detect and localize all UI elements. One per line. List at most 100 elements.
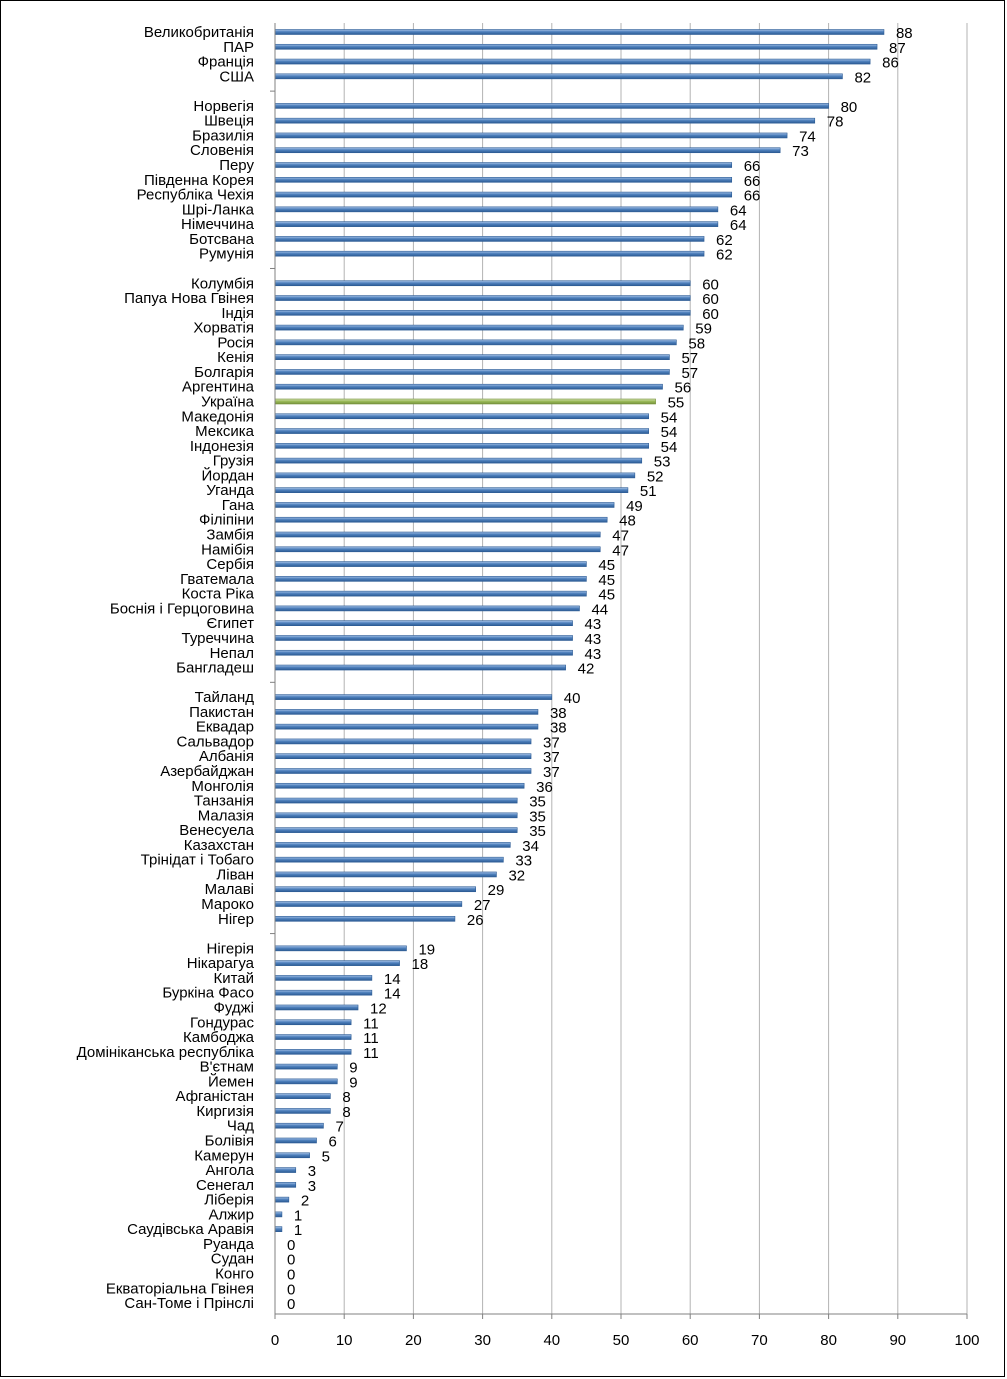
data-label: 80 bbox=[841, 99, 858, 116]
category-label: Камерун bbox=[194, 1147, 254, 1164]
data-label: 40 bbox=[564, 690, 581, 707]
category-label: Афганістан bbox=[176, 1088, 254, 1105]
bar bbox=[274, 1078, 338, 1085]
category-label: Нігер bbox=[218, 911, 254, 928]
data-label: 60 bbox=[702, 291, 719, 308]
bar bbox=[274, 945, 407, 952]
category-label: Аргентина bbox=[182, 379, 255, 396]
category-label: Швеція bbox=[204, 113, 254, 130]
x-tick-label: 100 bbox=[954, 1332, 979, 1349]
bar bbox=[274, 1004, 359, 1011]
category-label: Росія bbox=[217, 334, 254, 351]
category-label: Малаві bbox=[205, 881, 254, 898]
data-label: 1 bbox=[294, 1207, 302, 1224]
category-label: Тайланд bbox=[195, 689, 255, 706]
category-label: Україна bbox=[201, 394, 255, 411]
category-label: Коста Ріка bbox=[182, 586, 255, 603]
bar bbox=[274, 1034, 352, 1040]
bar bbox=[274, 324, 684, 331]
category-label: Малазія bbox=[198, 807, 254, 824]
data-label: 9 bbox=[349, 1074, 357, 1091]
bar bbox=[274, 975, 373, 981]
bar bbox=[274, 797, 518, 804]
bar bbox=[274, 236, 705, 242]
bar bbox=[274, 1019, 352, 1026]
category-label: Ботсвана bbox=[189, 231, 254, 248]
data-label: 0 bbox=[287, 1252, 295, 1269]
category-label: Румунія bbox=[199, 246, 254, 263]
data-label: 35 bbox=[529, 808, 546, 825]
category-label: Камбоджа bbox=[183, 1029, 255, 1046]
bar bbox=[274, 103, 829, 109]
data-label: 37 bbox=[543, 764, 560, 781]
bar bbox=[274, 590, 587, 597]
category-label: ПАР bbox=[223, 39, 254, 56]
x-tick-label: 90 bbox=[889, 1332, 906, 1349]
bar bbox=[274, 620, 573, 627]
data-label: 32 bbox=[508, 867, 525, 884]
category-label: США bbox=[219, 68, 254, 85]
bar bbox=[274, 1211, 283, 1218]
bar bbox=[274, 1137, 317, 1144]
data-label: 12 bbox=[370, 1000, 387, 1017]
bar bbox=[274, 664, 566, 671]
bar bbox=[274, 738, 532, 745]
bar bbox=[274, 457, 643, 464]
data-label: 34 bbox=[522, 838, 539, 855]
data-label: 48 bbox=[619, 513, 636, 530]
data-label: 14 bbox=[384, 986, 401, 1003]
x-axis-tick-labels: 0 10 20 30 40 50 60 70 80 90 100 bbox=[271, 1332, 980, 1349]
bar bbox=[274, 1093, 331, 1099]
category-label: Руанда bbox=[203, 1236, 255, 1253]
bar bbox=[274, 1167, 297, 1173]
bar bbox=[274, 1152, 310, 1159]
category-label: Алжир bbox=[208, 1206, 254, 1223]
data-label: 8 bbox=[342, 1104, 350, 1121]
data-label: 3 bbox=[308, 1163, 316, 1180]
category-label: Гондурас bbox=[190, 1014, 255, 1031]
x-tick-label: 80 bbox=[820, 1332, 837, 1349]
data-label: 47 bbox=[612, 542, 629, 559]
category-label: Республіка Чехія bbox=[137, 187, 254, 204]
category-label: Норвегія bbox=[193, 98, 254, 115]
bar bbox=[274, 768, 532, 774]
category-label: Саудівська Аравія bbox=[127, 1221, 254, 1238]
bar bbox=[274, 709, 539, 715]
category-label: Сербія bbox=[206, 556, 254, 573]
data-label: 38 bbox=[550, 705, 567, 722]
data-label: 43 bbox=[585, 631, 602, 648]
data-label: 64 bbox=[730, 217, 747, 234]
bars bbox=[274, 29, 885, 1232]
category-label: Перу bbox=[219, 157, 254, 174]
bar bbox=[274, 428, 649, 434]
data-label: 45 bbox=[598, 587, 615, 604]
category-label: Трінідат і Тобаго bbox=[141, 852, 254, 869]
bar bbox=[274, 73, 843, 80]
data-label: 66 bbox=[744, 188, 761, 205]
category-label: Гана bbox=[222, 497, 255, 514]
bar bbox=[274, 812, 518, 819]
category-label: Непал bbox=[210, 645, 254, 662]
data-label: 87 bbox=[889, 40, 906, 57]
bar bbox=[274, 310, 691, 316]
data-label: 0 bbox=[287, 1296, 295, 1313]
bar bbox=[274, 295, 691, 301]
bar bbox=[274, 635, 573, 641]
data-label: 26 bbox=[467, 912, 484, 929]
bar bbox=[274, 782, 525, 789]
data-label: 43 bbox=[585, 616, 602, 633]
bar bbox=[274, 694, 553, 700]
bar bbox=[274, 1049, 352, 1055]
data-label: 19 bbox=[418, 941, 435, 958]
category-label: Філіпіни bbox=[199, 512, 254, 529]
data-label: 73 bbox=[792, 143, 809, 160]
category-label: Шрі-Ланка bbox=[182, 201, 255, 218]
category-label: Ліван bbox=[216, 866, 254, 883]
x-tick-label: 0 bbox=[271, 1332, 279, 1349]
bar bbox=[274, 531, 601, 538]
data-label: 18 bbox=[412, 956, 429, 973]
category-label: Нікарагуа bbox=[187, 955, 255, 972]
bar bbox=[274, 472, 636, 479]
category-label: Монголія bbox=[191, 778, 254, 795]
